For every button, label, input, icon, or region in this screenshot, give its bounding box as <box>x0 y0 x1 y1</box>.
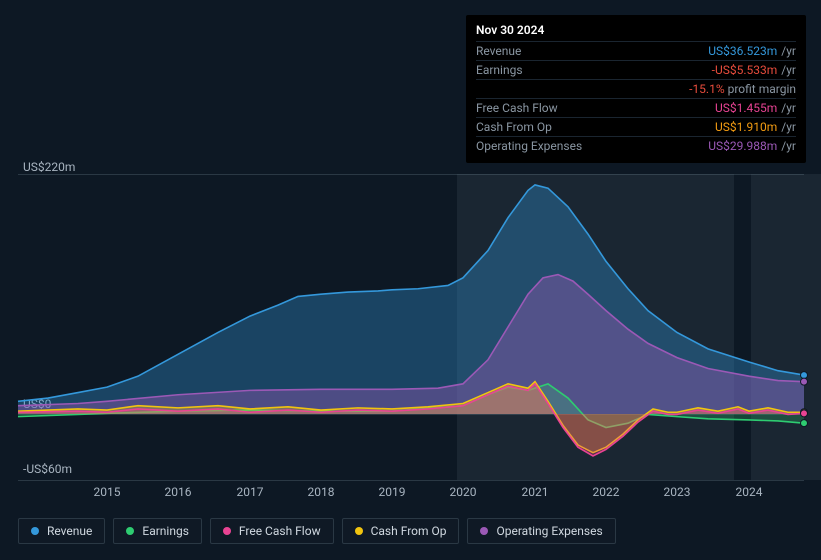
tooltip-date: Nov 30 2024 <box>476 23 796 41</box>
x-axis-label: 2019 <box>379 485 406 499</box>
series-endpoint-free-cash-flow <box>801 410 808 417</box>
tooltip-label: Revenue <box>476 44 521 58</box>
tooltip-panel: Nov 30 2024 Revenue US$36.523m/yr Earnings… <box>466 15 806 163</box>
legend-label: Operating Expenses <box>496 524 602 538</box>
legend-label: Revenue <box>47 524 92 538</box>
series-endpoint-revenue <box>801 372 808 379</box>
legend-label: Free Cash Flow <box>239 524 321 538</box>
series-endpoint-operating-expenses <box>801 378 808 385</box>
tooltip-row: Revenue US$36.523m/yr <box>476 41 796 60</box>
tooltip-row: -15.1% profit margin <box>476 79 796 98</box>
x-axis-label: 2021 <box>522 485 549 499</box>
legend-dot-icon <box>355 527 363 535</box>
tooltip-row: Cash From Op US$1.910m/yr <box>476 117 796 136</box>
x-axis-label: 2018 <box>308 485 335 499</box>
tooltip-value: US$36.523m/yr <box>708 44 796 58</box>
legend-label: Cash From Op <box>371 524 447 538</box>
tooltip-value: US$1.455m/yr <box>715 101 796 115</box>
x-axis-label: 2016 <box>165 485 192 499</box>
tooltip-value: US$29.988m/yr <box>708 139 796 153</box>
tooltip-row: Free Cash Flow US$1.455m/yr <box>476 98 796 117</box>
legend-item-operating-expenses[interactable]: Operating Expenses <box>467 518 615 544</box>
tooltip-row: Earnings -US$5.533m/yr <box>476 60 796 79</box>
x-axis: 2015 2016 2017 2018 2019 2020 2021 2022 2023 2024 <box>18 485 804 505</box>
x-axis-label: 2022 <box>593 485 620 499</box>
legend: Revenue Earnings Free Cash Flow Cash From O… <box>18 518 616 544</box>
x-axis-label: 2023 <box>664 485 691 499</box>
legend-item-revenue[interactable]: Revenue <box>18 518 105 544</box>
x-axis-label: 2020 <box>450 485 477 499</box>
legend-item-earnings[interactable]: Earnings <box>113 518 202 544</box>
x-axis-label: 2024 <box>736 485 763 499</box>
y-axis-label: US$220m <box>23 160 75 174</box>
x-axis-label: 2015 <box>94 485 121 499</box>
tooltip-row: Operating Expenses US$29.988m/yr <box>476 136 796 155</box>
legend-dot-icon <box>480 527 488 535</box>
tooltip-value: US$1.910m/yr <box>715 120 796 134</box>
legend-item-free-cash-flow[interactable]: Free Cash Flow <box>210 518 334 544</box>
legend-dot-icon <box>126 527 134 535</box>
tooltip-label: Free Cash Flow <box>476 101 558 115</box>
gridline <box>18 480 804 481</box>
legend-dot-icon <box>31 527 39 535</box>
chart-plot <box>18 174 804 480</box>
tooltip-value: -US$5.533m/yr <box>712 63 796 77</box>
legend-dot-icon <box>223 527 231 535</box>
tooltip-label: Earnings <box>476 63 523 77</box>
legend-item-cash-from-op[interactable]: Cash From Op <box>342 518 460 544</box>
tooltip-label: Cash From Op <box>476 120 552 134</box>
x-axis-label: 2017 <box>237 485 264 499</box>
tooltip-value: -15.1% profit margin <box>689 82 796 96</box>
tooltip-label: Operating Expenses <box>476 139 582 153</box>
series-endpoint-earnings <box>801 420 808 427</box>
legend-label: Earnings <box>142 524 189 538</box>
